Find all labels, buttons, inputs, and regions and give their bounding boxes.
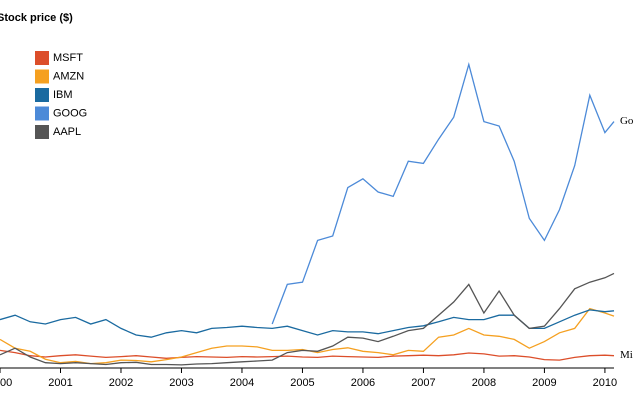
end-label: Go xyxy=(620,115,634,127)
legend-label: GOOG xyxy=(53,107,87,119)
line-series xyxy=(0,309,615,338)
legend-label: IBM xyxy=(53,89,73,101)
legend-swatch xyxy=(35,51,49,65)
legend-label: MSFT xyxy=(53,52,83,64)
line-series xyxy=(0,349,615,361)
line-series xyxy=(0,272,615,366)
line-series xyxy=(271,61,615,325)
x-tick-label: 2000 xyxy=(0,377,12,389)
x-tick-label: 2006 xyxy=(351,377,375,389)
x-tick-label: 2008 xyxy=(472,377,496,389)
legend-label: AMZN xyxy=(53,70,84,82)
x-tick-label: 2007 xyxy=(411,377,435,389)
line-series xyxy=(0,307,615,365)
x-tick-label: 2003 xyxy=(169,377,193,389)
x-tick-label: 2002 xyxy=(109,377,133,389)
legend-swatch xyxy=(35,88,49,102)
legend-swatch xyxy=(35,125,49,139)
chart-title: Stock price ($) xyxy=(0,12,73,24)
x-tick-label: 2005 xyxy=(290,377,314,389)
x-tick-label: 2001 xyxy=(48,377,72,389)
legend-label: AAPL xyxy=(53,126,81,138)
x-tick-label: 2010 xyxy=(593,377,617,389)
legend-swatch xyxy=(35,106,49,121)
legend-swatch xyxy=(35,69,49,84)
x-tick-label: 2009 xyxy=(532,377,556,389)
x-tick-label: 2004 xyxy=(230,377,254,389)
end-label: Mi xyxy=(620,349,633,361)
